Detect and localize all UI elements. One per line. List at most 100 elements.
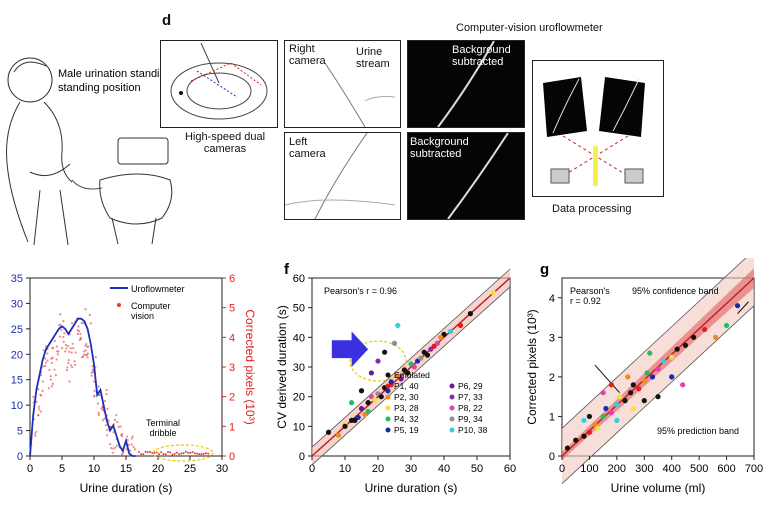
- legend-swatch: [385, 383, 391, 389]
- terminal-dribble-ellipse: [152, 444, 214, 462]
- left-camera-label: Left camera: [289, 136, 326, 160]
- male-urination-label: Male urination standing position: [58, 68, 175, 80]
- cv-point: [32, 395, 35, 398]
- cv-point: [53, 339, 56, 342]
- cv-point: [164, 453, 167, 456]
- cv-point: [87, 345, 90, 348]
- cv-point: [173, 452, 176, 455]
- cv-point: [191, 451, 194, 454]
- cv-point: [62, 335, 65, 339]
- cv-point: [91, 370, 95, 374]
- cv-point: [49, 375, 52, 378]
- cv-point: [130, 437, 133, 440]
- y-left-tick-label: 15: [11, 375, 23, 387]
- data-point: [627, 390, 634, 396]
- cv-point: [196, 452, 199, 455]
- data-point: [355, 414, 361, 421]
- data-point: [342, 423, 348, 429]
- cv-point: [64, 350, 67, 353]
- cv-point: [116, 420, 119, 424]
- cv-point: [55, 345, 58, 348]
- high-speed-caption: High-speed dual cameras: [184, 131, 266, 155]
- data-point: [702, 326, 708, 333]
- cv-point: [100, 407, 103, 410]
- cv-point: [110, 447, 113, 450]
- data-point: [630, 405, 636, 412]
- data-processing-image: [532, 60, 664, 197]
- cv-point: [65, 347, 68, 350]
- cv-point: [37, 405, 40, 408]
- data-point: [325, 429, 332, 435]
- cv-point: [39, 410, 43, 413]
- cv-point: [207, 452, 210, 455]
- data-point: [358, 405, 365, 412]
- data-point: [418, 355, 424, 361]
- data-point: [581, 417, 587, 423]
- cv-point: [37, 414, 40, 417]
- cv-point: [35, 430, 38, 433]
- svg-text:standing position: standing position: [58, 82, 141, 94]
- background-subtracted-image-1: [407, 40, 525, 128]
- data-point: [405, 370, 411, 376]
- cv-point: [202, 452, 205, 455]
- y-left-tick-label: 0: [17, 451, 23, 463]
- cv-point: [48, 368, 51, 372]
- data-point: [349, 400, 355, 406]
- y-left-tick-label: 20: [11, 349, 23, 361]
- data-point: [682, 342, 689, 348]
- cv-point: [200, 453, 203, 456]
- cv-point: [112, 447, 115, 450]
- data-point: [647, 350, 653, 356]
- cv-point: [155, 451, 158, 454]
- cv-point: [121, 454, 124, 457]
- cv-point: [193, 452, 196, 455]
- cv-point: [68, 350, 71, 353]
- cv-point: [84, 344, 87, 347]
- left-camera-image: [284, 132, 401, 220]
- cv-point: [106, 407, 109, 411]
- y-tick-label: 40: [293, 332, 305, 344]
- y-right-tick-label: 4: [229, 332, 235, 344]
- data-point: [368, 370, 374, 376]
- data-point: [352, 417, 358, 423]
- cv-point: [93, 389, 96, 393]
- data-point: [424, 352, 431, 358]
- data-point: [655, 394, 661, 400]
- data-point: [600, 413, 606, 420]
- cv-point: [37, 388, 40, 391]
- data-point: [630, 382, 636, 388]
- data-point: [375, 391, 381, 397]
- prediction-band-label: 95% prediction band: [657, 426, 739, 436]
- cv-point: [127, 443, 130, 446]
- x-tick-label: 20: [152, 463, 164, 475]
- cv-point: [35, 400, 38, 403]
- cv-point: [47, 387, 50, 390]
- cv-point: [67, 358, 70, 362]
- plot-frame: [29, 277, 223, 457]
- cv-point: [104, 423, 107, 427]
- data-point: [428, 346, 434, 352]
- legend-swatch: [449, 405, 455, 411]
- cv-point: [184, 450, 187, 453]
- legend-swatch: [385, 427, 391, 433]
- pearson-annotation: Pearson's r = 0.96: [324, 286, 397, 296]
- x-tick-label: 0: [309, 463, 315, 475]
- data-point: [431, 343, 437, 349]
- y-right-tick-label: 6: [229, 273, 235, 285]
- y-tick-label: 1: [549, 411, 555, 423]
- data-point: [617, 394, 623, 400]
- cv-point: [69, 364, 73, 367]
- data-point: [395, 373, 401, 379]
- legend-label: P7, 33: [458, 392, 483, 402]
- cv-point: [115, 414, 118, 417]
- cv-point: [103, 400, 107, 403]
- x-tick-label: 25: [184, 463, 196, 475]
- cv-point: [77, 330, 81, 333]
- right-camera-label: Right camera: [289, 43, 326, 67]
- data-point: [625, 374, 631, 380]
- cv-point: [44, 364, 47, 367]
- cv-point: [84, 308, 87, 311]
- y-tick-label: 50: [293, 303, 305, 315]
- cv-point: [61, 347, 64, 350]
- cv-point: [105, 429, 109, 432]
